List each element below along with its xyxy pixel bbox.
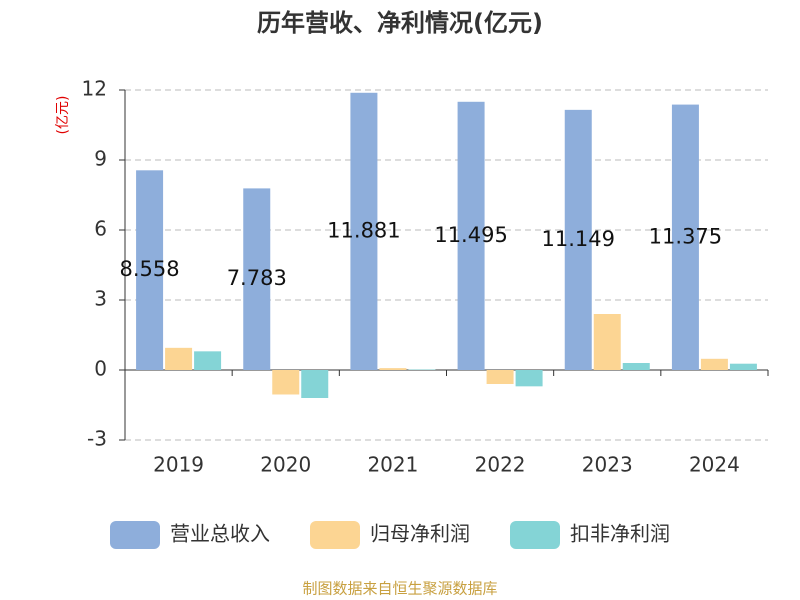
bar	[486, 370, 514, 384]
bar	[515, 370, 543, 387]
legend-swatch	[310, 521, 360, 549]
legend-label: 归母净利润	[370, 522, 470, 546]
legend-label: 营业总收入	[170, 522, 270, 546]
y-tick-label: 6	[94, 217, 107, 241]
bar	[243, 188, 271, 370]
y-tick-label: 12	[82, 77, 107, 101]
bar	[272, 370, 300, 395]
y-tick-label: -3	[87, 427, 107, 451]
data-label: 8.558	[120, 257, 180, 281]
x-tick-label: 2024	[689, 453, 740, 477]
x-tick-label: 2019	[153, 453, 204, 477]
data-label: 11.375	[649, 224, 722, 248]
bar	[564, 109, 592, 371]
x-tick-label: 2020	[260, 453, 311, 477]
bar	[136, 170, 164, 370]
y-tick-label: 0	[94, 357, 107, 381]
y-tick-label: 9	[94, 147, 107, 171]
legend-swatch	[110, 521, 160, 549]
y-tick-label: 3	[94, 287, 107, 311]
bar	[593, 314, 621, 370]
bar	[700, 358, 728, 370]
chart-title: 历年营收、净利情况(亿元)	[257, 9, 543, 37]
data-label: 11.881	[327, 218, 400, 242]
bar	[194, 351, 222, 370]
bar	[379, 368, 407, 370]
legend-label: 扣非净利润	[570, 522, 670, 546]
bar	[350, 92, 378, 370]
bar	[457, 101, 485, 371]
x-tick-label: 2023	[582, 453, 633, 477]
data-label: 11.495	[434, 223, 507, 247]
source-note: 制图数据来自恒生聚源数据库	[302, 580, 497, 598]
y-axis-label: (亿元)	[55, 96, 71, 135]
bar	[165, 347, 193, 370]
x-tick-label: 2022	[475, 453, 526, 477]
bar	[622, 363, 650, 370]
data-label: 7.783	[227, 266, 287, 290]
bar	[729, 363, 757, 370]
bar	[671, 104, 699, 370]
data-label: 11.149	[542, 227, 615, 251]
bar	[301, 370, 329, 398]
x-tick-label: 2021	[367, 453, 418, 477]
legend-swatch	[510, 521, 560, 549]
